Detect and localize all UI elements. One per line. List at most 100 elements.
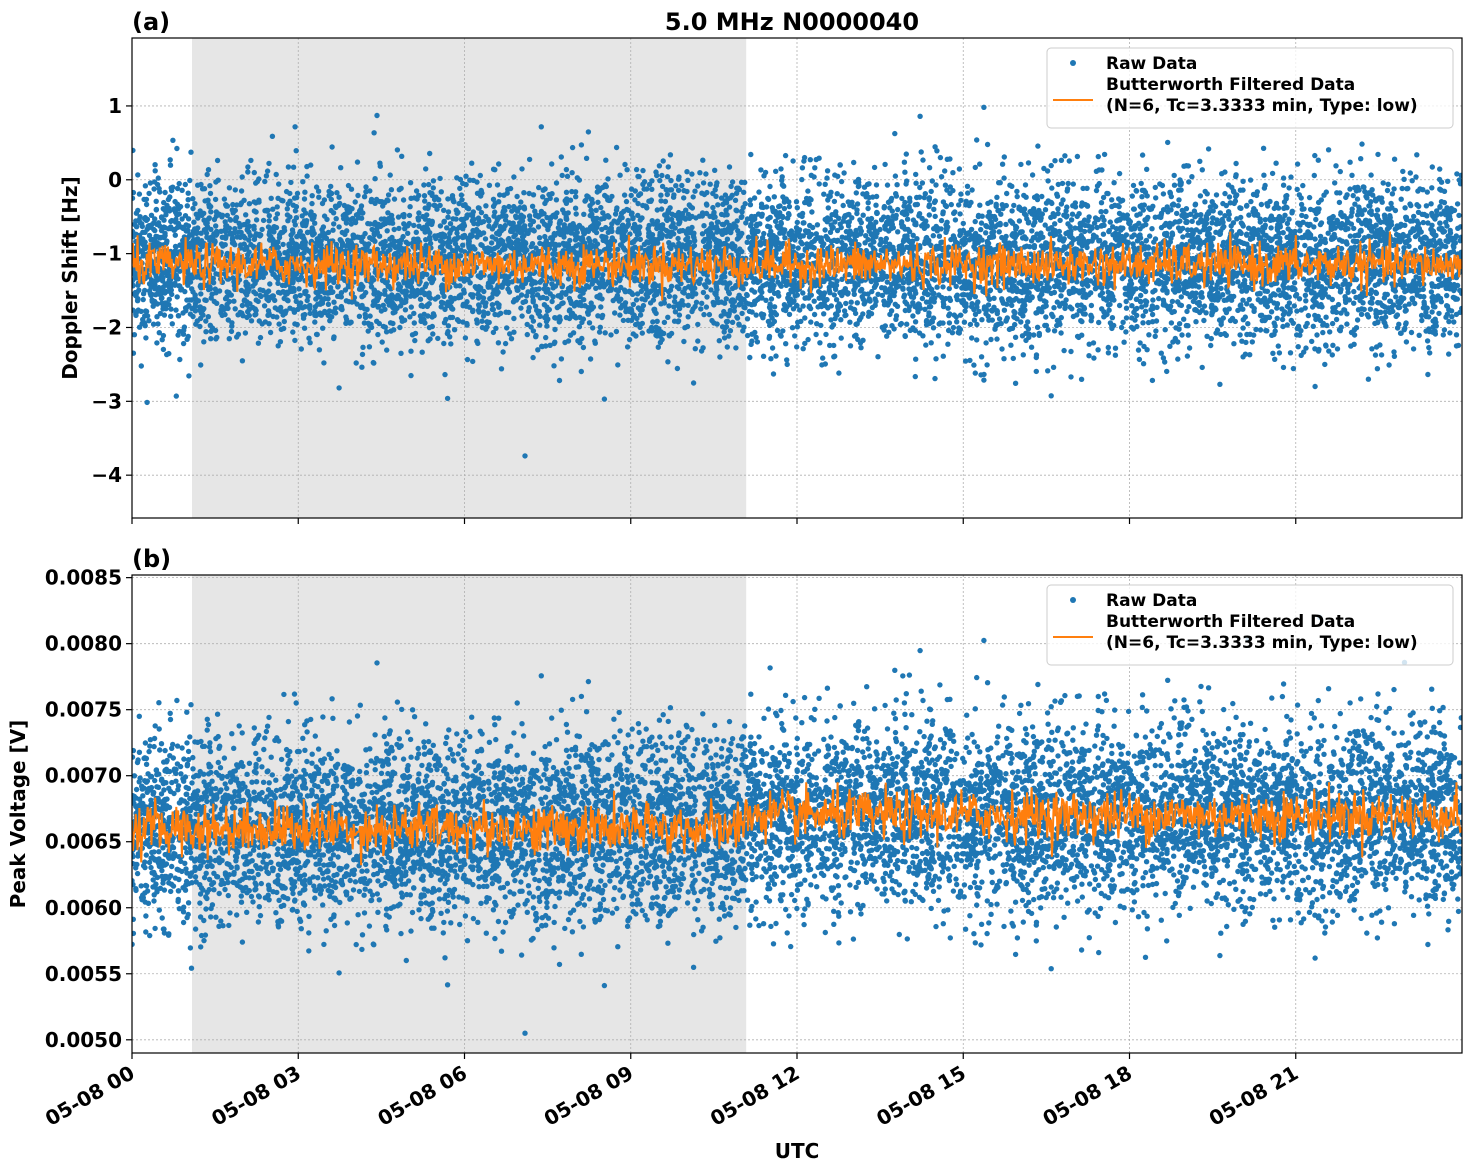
- raw-data-point: [658, 193, 663, 198]
- raw-data-point: [981, 105, 986, 110]
- raw-data-point: [1369, 300, 1374, 305]
- raw-data-point: [1407, 301, 1412, 306]
- raw-data-point: [595, 273, 600, 278]
- raw-data-point: [234, 334, 239, 339]
- raw-data-point: [683, 275, 688, 280]
- raw-data-point: [1150, 297, 1155, 302]
- raw-data-point: [1381, 180, 1386, 185]
- raw-data-point: [641, 186, 646, 191]
- raw-data-point: [483, 203, 488, 208]
- raw-data-point: [913, 374, 918, 379]
- raw-data-point: [1276, 205, 1281, 210]
- raw-data-point: [141, 297, 146, 302]
- raw-data-point: [598, 304, 603, 309]
- raw-data-point: [698, 306, 703, 311]
- raw-data-point: [367, 313, 372, 318]
- raw-data-point: [532, 228, 537, 233]
- raw-data-point: [905, 217, 910, 222]
- raw-data-point: [274, 172, 279, 177]
- raw-data-point: [929, 340, 934, 345]
- raw-data-point: [936, 333, 941, 338]
- raw-data-point: [491, 197, 496, 202]
- raw-data-point: [270, 314, 275, 319]
- raw-data-point: [205, 220, 210, 225]
- raw-data-point: [564, 190, 569, 195]
- raw-data-point: [739, 214, 744, 219]
- raw-data-point: [427, 190, 432, 195]
- raw-data-point: [878, 237, 883, 242]
- raw-data-point: [727, 164, 732, 169]
- raw-data-point: [1359, 312, 1364, 317]
- raw-data-point: [321, 224, 326, 229]
- raw-data-point: [1411, 214, 1416, 219]
- raw-data-point: [635, 321, 640, 326]
- raw-data-point: [1150, 204, 1155, 209]
- raw-data-point: [371, 130, 376, 135]
- raw-data-point: [684, 169, 689, 174]
- raw-data-point: [1149, 226, 1154, 231]
- raw-data-point: [755, 339, 760, 344]
- raw-data-point: [629, 193, 634, 198]
- raw-data-point: [782, 235, 787, 240]
- raw-data-point: [1017, 218, 1022, 223]
- raw-data-point: [431, 185, 436, 190]
- raw-data-point: [1086, 353, 1091, 358]
- raw-data-point: [933, 356, 938, 361]
- raw-data-point: [895, 304, 900, 309]
- raw-data-point: [1262, 183, 1267, 188]
- raw-data-point: [564, 216, 569, 221]
- raw-data-point: [1426, 345, 1431, 350]
- raw-data-point: [554, 197, 559, 202]
- raw-data-point: [1147, 233, 1152, 238]
- raw-data-point: [262, 179, 267, 184]
- raw-data-point: [430, 324, 435, 329]
- raw-data-point: [1347, 186, 1352, 191]
- raw-data-point: [1023, 236, 1028, 241]
- raw-data-point: [983, 340, 988, 345]
- raw-data-point: [1311, 224, 1316, 229]
- raw-data-point: [1008, 343, 1013, 348]
- raw-data-point: [300, 179, 305, 184]
- raw-data-point: [1374, 213, 1379, 218]
- raw-data-point: [741, 190, 746, 195]
- raw-data-point: [893, 191, 898, 196]
- raw-data-point: [310, 193, 315, 198]
- raw-data-point: [1288, 174, 1293, 179]
- raw-data-point: [1021, 352, 1026, 357]
- raw-data-point: [1430, 284, 1435, 289]
- raw-data-point: [1256, 227, 1261, 232]
- raw-data-point: [943, 183, 948, 188]
- raw-data-point: [511, 316, 516, 321]
- raw-data-point: [1386, 362, 1391, 367]
- raw-data-point: [748, 197, 753, 202]
- raw-data-point: [1009, 208, 1014, 213]
- raw-data-point: [174, 393, 179, 398]
- raw-data-point: [422, 198, 427, 203]
- raw-data-point: [1351, 289, 1356, 294]
- raw-data-point: [403, 307, 408, 312]
- raw-data-point: [886, 228, 891, 233]
- raw-data-point: [668, 152, 673, 157]
- raw-data-point: [824, 175, 829, 180]
- raw-data-point: [223, 219, 228, 224]
- raw-data-point: [979, 220, 984, 225]
- raw-data-point: [258, 335, 263, 340]
- raw-data-point: [1131, 183, 1136, 188]
- raw-data-point: [1095, 183, 1100, 188]
- raw-data-point: [306, 336, 311, 341]
- raw-data-point: [479, 319, 484, 324]
- raw-data-point: [701, 312, 706, 317]
- raw-data-point: [659, 173, 664, 178]
- raw-data-point: [667, 205, 672, 210]
- raw-data-point: [1249, 303, 1254, 308]
- raw-data-point: [584, 283, 589, 288]
- raw-data-point: [1358, 156, 1363, 161]
- raw-data-point: [1424, 203, 1429, 208]
- raw-data-point: [275, 211, 280, 216]
- raw-data-point: [1292, 303, 1297, 308]
- raw-data-point: [448, 221, 453, 226]
- raw-data-point: [451, 198, 456, 203]
- raw-data-point: [1052, 290, 1057, 295]
- raw-data-point: [794, 344, 799, 349]
- raw-data-point: [233, 187, 238, 192]
